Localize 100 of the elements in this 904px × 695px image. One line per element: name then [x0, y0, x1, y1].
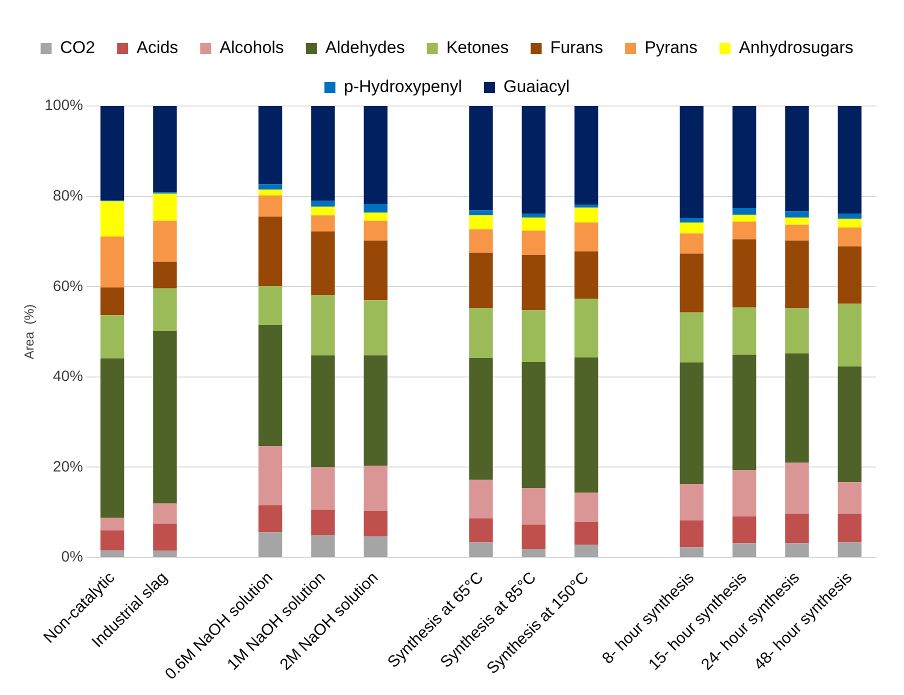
bar — [785, 240, 809, 308]
bar — [153, 524, 177, 551]
bar — [785, 514, 809, 544]
bar — [522, 488, 546, 525]
bar — [364, 536, 388, 558]
bar — [838, 246, 862, 304]
bar — [838, 218, 862, 228]
bar — [680, 222, 704, 234]
bar — [785, 462, 809, 514]
bar — [574, 492, 598, 522]
legend-label: Anhydrosugars — [739, 38, 854, 58]
bar — [574, 544, 598, 558]
bar — [680, 547, 704, 558]
y-tick-label: 0% — [61, 548, 83, 566]
legend-label: Acids — [136, 38, 178, 58]
bar — [311, 510, 335, 535]
bar — [732, 307, 756, 355]
bar — [153, 288, 177, 331]
bar — [258, 184, 282, 190]
bar — [522, 218, 546, 231]
bar — [258, 216, 282, 286]
bar — [574, 106, 598, 205]
bar — [574, 298, 598, 358]
bar — [311, 215, 335, 232]
bar — [785, 211, 809, 218]
bar — [574, 358, 598, 493]
bar — [258, 286, 282, 326]
bar — [732, 516, 756, 544]
bar — [469, 215, 493, 230]
bar — [364, 466, 388, 512]
bar — [732, 543, 756, 558]
bar — [364, 511, 388, 536]
bar — [153, 262, 177, 288]
bar — [522, 524, 546, 549]
y-tick-label: 20% — [52, 458, 83, 476]
bar — [522, 362, 546, 488]
bar — [153, 194, 177, 221]
bar — [258, 446, 282, 506]
bar — [522, 310, 546, 362]
y-tick-label: 40% — [52, 368, 83, 386]
bar — [100, 201, 124, 236]
bar — [153, 503, 177, 524]
bar — [838, 482, 862, 514]
legend-label: CO2 — [60, 38, 96, 58]
bar — [838, 227, 862, 246]
legend-label: Guaiacyl — [503, 77, 570, 96]
bar — [469, 252, 493, 308]
bar — [838, 304, 862, 367]
bar — [522, 214, 546, 218]
bar — [258, 190, 282, 196]
bar — [522, 106, 546, 214]
bar — [100, 530, 124, 550]
bar — [311, 232, 335, 296]
bar — [469, 518, 493, 542]
bar — [311, 206, 335, 216]
bar — [522, 548, 546, 558]
bar — [680, 520, 704, 548]
bar — [469, 106, 493, 210]
bar — [469, 308, 493, 358]
bar — [469, 229, 493, 253]
legend-label: p-Hydroxypenyl — [344, 77, 462, 96]
legend-label: Pyrans — [644, 38, 698, 58]
bar — [364, 240, 388, 300]
bar — [785, 106, 809, 212]
bar — [258, 505, 282, 532]
bar — [311, 534, 335, 558]
legend-label: Aldehydes — [325, 38, 405, 58]
y-tick-label: 80% — [52, 187, 83, 204]
bar — [732, 470, 756, 516]
bar — [153, 550, 177, 558]
bar — [100, 518, 124, 530]
bar — [258, 325, 282, 446]
bar — [311, 106, 335, 201]
bar — [732, 208, 756, 215]
bar — [680, 254, 704, 312]
legend-label: Alcohols — [220, 38, 284, 58]
bar — [469, 358, 493, 480]
bar — [732, 214, 756, 222]
bar — [364, 300, 388, 356]
bar — [680, 218, 704, 222]
bar — [364, 204, 388, 213]
bar — [732, 222, 756, 240]
bar — [574, 204, 598, 208]
bar — [574, 208, 598, 222]
bar — [522, 255, 546, 310]
y-tick-label: 100% — [44, 97, 83, 114]
bar — [574, 222, 598, 252]
bar — [469, 480, 493, 518]
bar — [311, 467, 335, 510]
bar — [100, 550, 124, 558]
y-axis-title: Area (%) — [21, 304, 36, 360]
bar — [838, 542, 862, 558]
bar — [100, 106, 124, 200]
bar — [574, 522, 598, 545]
bar — [785, 543, 809, 558]
bar — [680, 233, 704, 254]
bar — [838, 106, 862, 214]
bar — [364, 106, 388, 204]
bar — [153, 106, 177, 192]
bar — [258, 195, 282, 217]
